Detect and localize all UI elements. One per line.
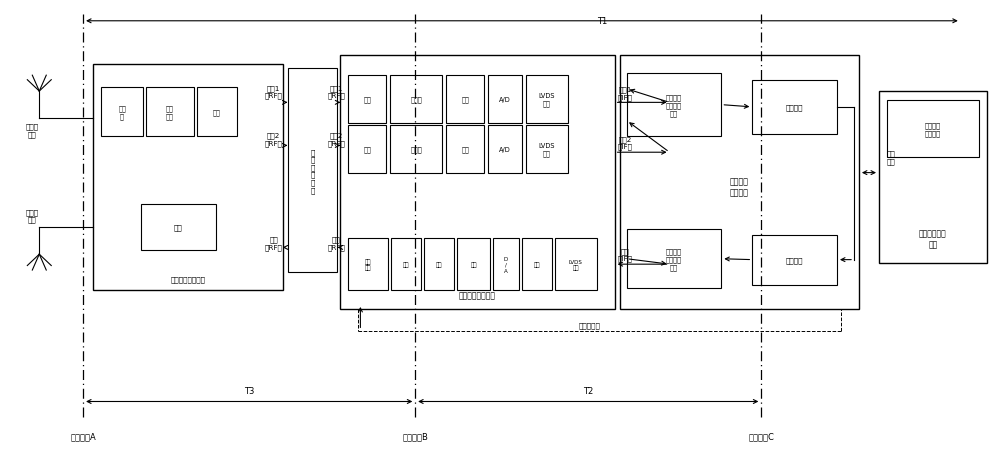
Bar (457, 239, 490, 291)
Text: 通用信号
处理模块: 通用信号 处理模块 (730, 177, 749, 197)
Bar (488, 126, 522, 173)
Text: 发射
（RF）: 发射 （RF） (265, 236, 283, 250)
Text: 滤波: 滤波 (461, 146, 469, 153)
Bar (752, 235, 837, 285)
Text: 通用天线接口单元: 通用天线接口单元 (170, 276, 205, 283)
Text: 下变频: 下变频 (410, 96, 422, 103)
Text: 低噪
放: 低噪 放 (118, 105, 126, 119)
Text: 接收1
（RF）: 接收1 （RF） (328, 85, 345, 99)
Text: 时间剖面B: 时间剖面B (402, 431, 428, 440)
Text: 信道资源
仲裁控制: 信道资源 仲裁控制 (925, 122, 941, 136)
Bar (620, 56, 859, 309)
Text: 通用接收激励模块: 通用接收激励模块 (459, 291, 496, 300)
Text: 接收1
（RF）: 接收1 （RF） (265, 85, 283, 99)
Text: 带通
滤波: 带通 滤波 (166, 105, 174, 119)
Text: 应答编码: 应答编码 (786, 257, 803, 263)
Bar (627, 74, 721, 137)
Text: T2: T2 (583, 386, 593, 395)
Bar (146, 87, 194, 137)
Bar (752, 81, 837, 135)
Bar (446, 76, 484, 123)
Text: 数字中频
信号发射
处理: 数字中频 信号发射 处理 (666, 248, 682, 270)
Text: 接收2
（RF）: 接收2 （RF） (328, 132, 345, 147)
Bar (288, 69, 337, 273)
Text: 通用信息处理
模块: 通用信息处理 模块 (919, 229, 947, 248)
Bar (390, 126, 442, 173)
Text: 功放: 功放 (174, 224, 183, 231)
Text: LVDS
芯片: LVDS 芯片 (539, 143, 555, 156)
Text: 滤波: 滤波 (461, 96, 469, 103)
Text: 预放: 预放 (213, 109, 221, 116)
Text: 数字中频
信号接收
处理: 数字中频 信号接收 处理 (666, 95, 682, 116)
Text: 多级
开关: 多级 开关 (365, 259, 372, 271)
Text: 发射
（RF）: 发射 （RF） (328, 236, 345, 250)
Bar (340, 56, 615, 309)
Bar (424, 239, 454, 291)
Text: 接收2
（RF）: 接收2 （RF） (265, 132, 283, 147)
Text: 上综合
天线: 上综合 天线 (26, 123, 39, 138)
Text: T3: T3 (244, 386, 254, 395)
Text: 滤波: 滤波 (403, 262, 410, 268)
Text: 接收2
（IF）: 接收2 （IF） (618, 136, 633, 150)
Text: A/D: A/D (499, 97, 511, 103)
Text: T1: T1 (597, 17, 607, 26)
Text: 调制: 调制 (534, 262, 540, 268)
Text: 下变频: 下变频 (410, 146, 422, 153)
Bar (879, 92, 987, 264)
Text: 离散控制线: 离散控制线 (579, 321, 601, 328)
Text: A/D: A/D (499, 147, 511, 152)
Text: 混频: 混频 (470, 262, 477, 268)
Bar (555, 239, 597, 291)
Bar (627, 230, 721, 288)
Text: D
/
A: D / A (504, 257, 508, 273)
Bar (522, 239, 552, 291)
Bar (348, 76, 386, 123)
Text: 放大: 放大 (363, 96, 371, 103)
Text: LVDS
芯片: LVDS 芯片 (539, 93, 555, 106)
Bar (390, 76, 442, 123)
Text: 下综合
天线: 下综合 天线 (26, 209, 39, 223)
Bar (526, 126, 568, 173)
Text: 时间剖面C: 时间剖面C (748, 431, 774, 440)
Text: LVDS
芯片: LVDS 芯片 (569, 259, 583, 271)
Bar (526, 76, 568, 123)
Bar (887, 101, 979, 157)
Text: 询问译码: 询问译码 (786, 104, 803, 111)
Bar (197, 87, 237, 137)
Text: 放大: 放大 (436, 262, 442, 268)
Bar (93, 65, 283, 291)
Bar (141, 205, 216, 250)
Bar (101, 87, 143, 137)
Text: 协议
数据: 协议 数据 (887, 150, 895, 165)
Bar (446, 126, 484, 173)
Text: 发射
（IF）: 发射 （IF） (618, 248, 633, 262)
Bar (493, 239, 519, 291)
Text: 放大: 放大 (363, 146, 371, 153)
Text: 时间剖面A: 时间剖面A (70, 431, 96, 440)
Text: 射
频
开
关
矩
阵: 射 频 开 关 矩 阵 (310, 149, 315, 193)
Bar (348, 239, 388, 291)
Bar (348, 126, 386, 173)
Bar (488, 76, 522, 123)
Text: 接收1
（IF）: 接收1 （IF） (618, 86, 633, 100)
Bar (391, 239, 421, 291)
